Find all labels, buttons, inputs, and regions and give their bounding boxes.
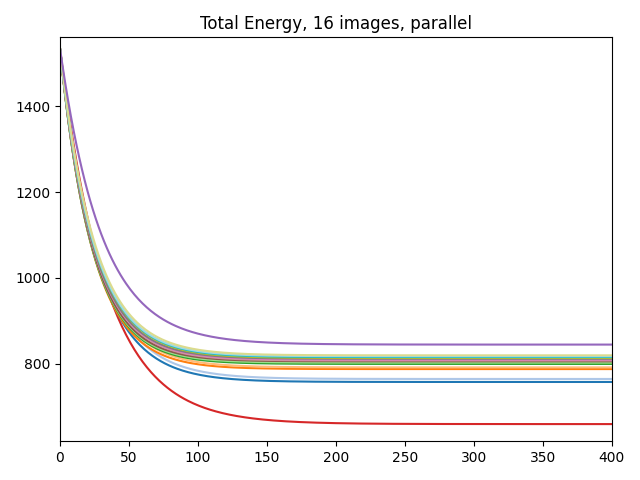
Title: Total Energy, 16 images, parallel: Total Energy, 16 images, parallel [200,15,472,33]
